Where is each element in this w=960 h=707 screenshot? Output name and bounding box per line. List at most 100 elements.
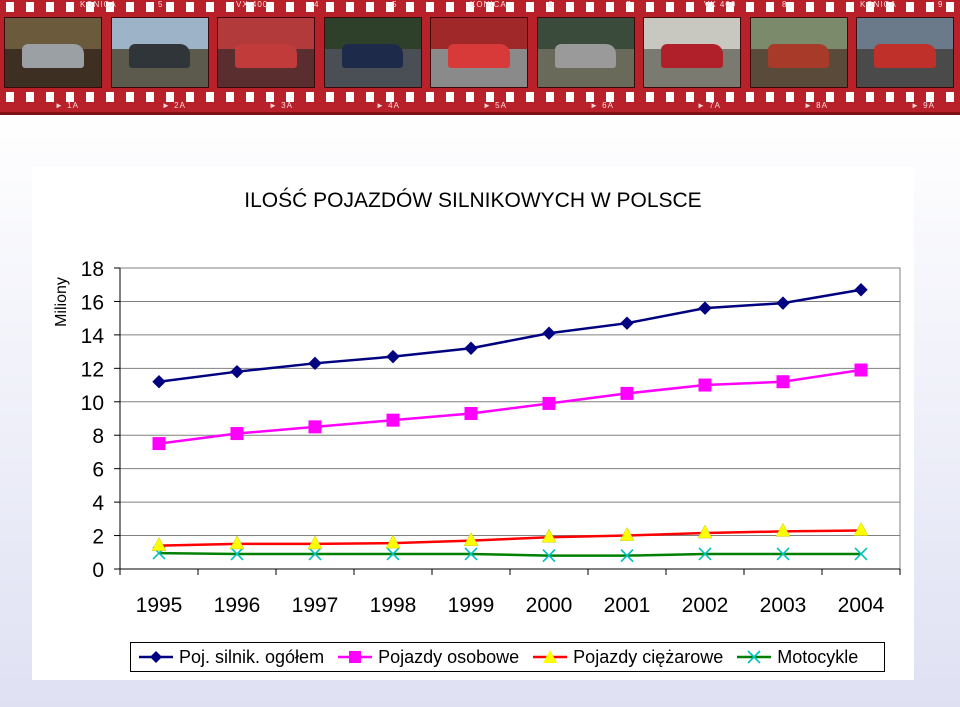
data-point xyxy=(308,420,322,434)
data-point xyxy=(541,528,557,543)
film-label: ► 2A xyxy=(162,101,186,110)
film-label: ► 7A xyxy=(697,101,721,110)
y-tick-label: 2 xyxy=(92,526,104,549)
legend-item: Pojazdy ciężarowe xyxy=(533,647,723,668)
film-label: ► 3A xyxy=(269,101,293,110)
data-point xyxy=(776,296,790,310)
y-tick-label: 6 xyxy=(92,459,104,482)
film-label: 9 xyxy=(938,0,944,9)
data-point xyxy=(230,547,244,561)
y-tick-label: 4 xyxy=(92,492,104,515)
data-point xyxy=(620,549,634,563)
film-label: KONICA xyxy=(80,0,117,9)
y-tick-label: 8 xyxy=(92,425,104,448)
series-line xyxy=(158,551,861,557)
film-label: 6 xyxy=(548,0,554,9)
photo-frame xyxy=(110,17,209,88)
data-point xyxy=(386,349,400,364)
data-point xyxy=(229,535,245,550)
film-label: KONICA xyxy=(860,0,897,9)
data-point xyxy=(698,378,712,392)
photo-frame xyxy=(323,17,422,88)
series-line xyxy=(158,529,862,547)
film-label: 4 xyxy=(314,0,320,9)
chart-title: ILOŚĆ POJAZDÓW SILNIKOWYCH W POLSCE xyxy=(244,189,702,212)
x-tick-label: 2004 xyxy=(838,594,885,617)
y-tick-label: 16 xyxy=(81,291,104,314)
data-point xyxy=(308,356,322,371)
y-tick-label: 14 xyxy=(81,325,105,348)
data-point xyxy=(619,527,635,541)
film-label: ► 6A xyxy=(590,101,614,110)
film-label: VX 400 xyxy=(236,0,269,9)
data-point xyxy=(854,547,868,561)
photo-frame xyxy=(856,17,954,88)
chart-legend: Poj. silnik. ogółem Pojazdy osobowe Pojazd… xyxy=(130,642,885,672)
data-point xyxy=(230,364,244,379)
legend-swatch xyxy=(737,650,772,664)
x-tick-label: 2000 xyxy=(526,594,573,617)
series-line xyxy=(158,288,862,383)
data-point xyxy=(307,535,323,550)
legend-item: Poj. silnik. ogółem xyxy=(139,647,324,668)
film-label: 8 xyxy=(782,0,788,9)
data-point xyxy=(854,363,868,377)
x-tick-label: 1995 xyxy=(136,594,183,617)
plot-area xyxy=(119,267,901,570)
x-tick-label: 1997 xyxy=(292,594,339,617)
data-point xyxy=(698,547,712,561)
data-point xyxy=(463,532,479,546)
data-point xyxy=(464,547,478,561)
film-sprockets-bottom xyxy=(0,92,960,102)
data-point xyxy=(152,375,166,389)
data-point xyxy=(464,406,478,420)
x-tick-label: 2001 xyxy=(604,594,651,617)
data-point xyxy=(776,547,790,561)
film-label: ► 5A xyxy=(483,101,507,110)
data-point xyxy=(152,437,166,451)
data-point xyxy=(230,427,244,441)
data-point xyxy=(854,283,868,297)
data-point xyxy=(464,341,478,355)
legend-label: Pojazdy ciężarowe xyxy=(573,646,724,667)
film-label: ► 8A xyxy=(804,101,828,110)
x-tick-label: 1998 xyxy=(370,594,417,617)
data-point xyxy=(776,375,790,389)
film-label: KONICA xyxy=(470,0,507,9)
data-point xyxy=(386,413,400,427)
data-point xyxy=(853,522,869,536)
y-tick-label: 10 xyxy=(81,392,104,415)
film-strip-banner: KONICA 5 VX 400 4 5 KONICA 6 7 VX 400 8 KONICA 9 ► … xyxy=(0,0,960,115)
data-point xyxy=(620,386,634,400)
data-point xyxy=(697,524,713,539)
legend-item: Motocykle xyxy=(737,647,858,668)
x-tick-label: 1999 xyxy=(448,594,495,617)
legend-swatch xyxy=(338,651,373,663)
data-point xyxy=(698,301,712,315)
data-point xyxy=(542,326,556,340)
film-sprockets-top xyxy=(0,2,960,12)
data-point xyxy=(775,522,791,537)
data-point xyxy=(542,549,556,563)
photo-frame xyxy=(643,17,741,88)
data-point xyxy=(542,396,556,410)
data-point xyxy=(151,537,167,551)
x-tick-label: 2002 xyxy=(682,594,729,617)
legend-swatch xyxy=(139,651,173,663)
film-label: VX 400 xyxy=(704,0,737,9)
film-label: 5 xyxy=(158,0,164,9)
film-label: 5 xyxy=(392,0,398,9)
data-point xyxy=(308,547,322,561)
legend-label: Pojazdy osobowe xyxy=(378,646,520,667)
photo-frame xyxy=(4,17,102,88)
legend-label: Poj. silnik. ogółem xyxy=(179,646,325,667)
y-tick-label: 18 xyxy=(81,258,104,281)
y-tick-label: 0 xyxy=(92,559,104,582)
data-point xyxy=(385,534,401,549)
photo-frame xyxy=(217,17,315,88)
legend-label: Motocykle xyxy=(777,646,859,667)
data-point xyxy=(386,547,400,561)
photo-frame xyxy=(536,17,635,88)
photo-frame xyxy=(749,17,848,88)
